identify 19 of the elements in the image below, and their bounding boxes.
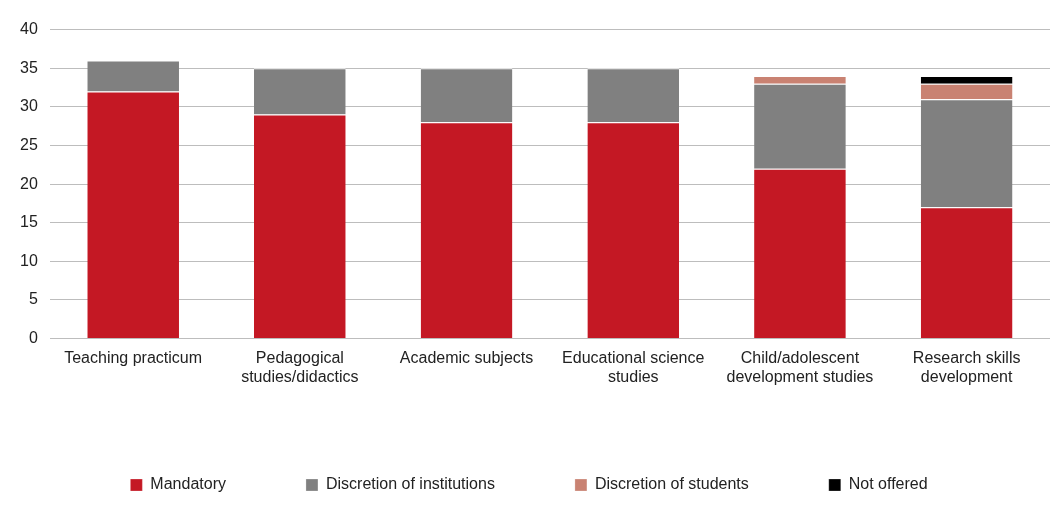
y-tick-label: 20: [20, 174, 38, 192]
x-tick-label: Child/adolescent development studies: [726, 348, 874, 385]
y-tick-label: 0: [28, 329, 38, 347]
legend-label: Discretion of institutions: [325, 475, 495, 493]
y-tick-label: 10: [20, 251, 38, 269]
legend-label: Mandatory: [150, 475, 226, 493]
y-tick-label: 25: [20, 135, 38, 153]
x-tick-label: Academic subjects: [399, 348, 534, 366]
x-tick-label: Pedagogical studies/didactics: [241, 348, 359, 385]
legend-label: Not offered: [848, 475, 928, 493]
legend-label: Discretion of students: [594, 475, 749, 493]
y-tick-label: 40: [20, 20, 38, 38]
y-tick-label: 30: [20, 97, 38, 115]
y-tick-label: 35: [20, 58, 38, 76]
y-tick-label: 5: [28, 290, 38, 308]
y-tick-label: 15: [20, 213, 38, 231]
x-tick-label: Research skills development: [912, 348, 1021, 385]
x-tick-label: Teaching practicum: [64, 348, 203, 366]
x-tick-label: Educational science studies: [562, 348, 705, 385]
